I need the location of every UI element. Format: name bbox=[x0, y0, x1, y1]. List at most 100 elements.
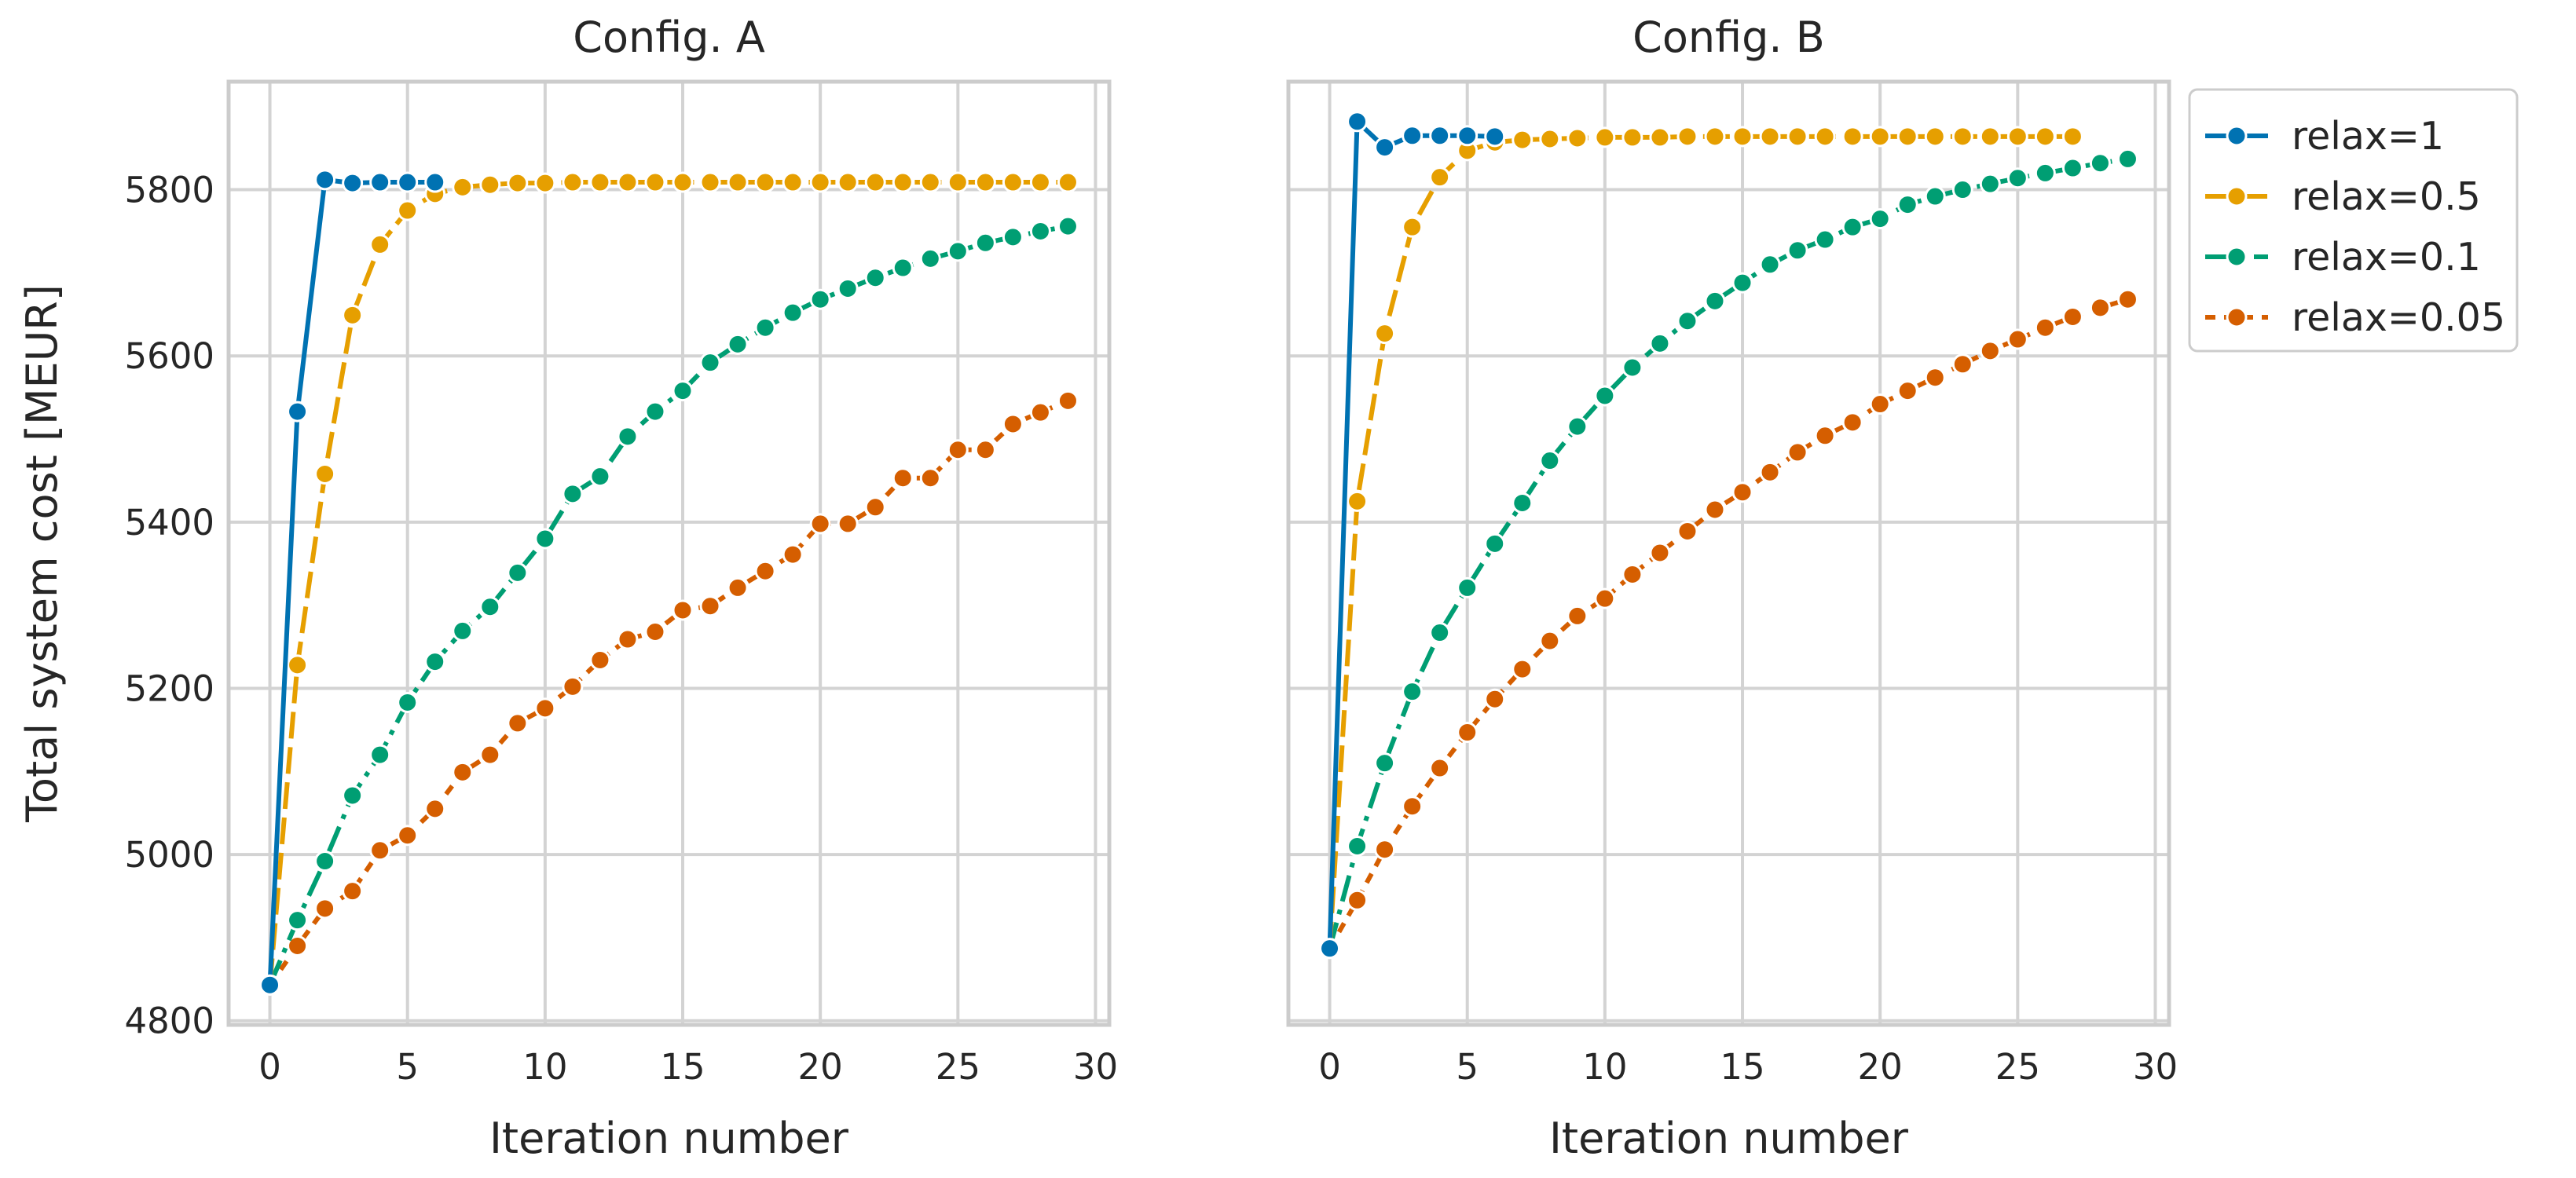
x-tick-label: 0 bbox=[258, 1046, 281, 1088]
data-point bbox=[314, 169, 336, 191]
series-relax-0_5 bbox=[259, 171, 1079, 996]
data-point bbox=[892, 257, 914, 279]
data-point bbox=[1621, 357, 1643, 379]
data-point bbox=[864, 496, 886, 518]
series-relax-1 bbox=[259, 169, 446, 996]
x-tick-label: 10 bbox=[1582, 1046, 1627, 1088]
data-point bbox=[287, 401, 309, 423]
data-point bbox=[809, 513, 831, 535]
data-point bbox=[1924, 367, 1946, 389]
data-point bbox=[589, 171, 611, 193]
data-point bbox=[1731, 272, 1753, 294]
data-point bbox=[369, 744, 391, 766]
data-point bbox=[1759, 254, 1781, 276]
y-tick-label: 5800 bbox=[124, 170, 214, 211]
x-tick-label: 25 bbox=[936, 1046, 980, 1088]
data-point bbox=[974, 439, 996, 461]
data-point bbox=[1979, 340, 2001, 362]
chart-title: Config. A bbox=[573, 13, 765, 62]
data-point bbox=[342, 880, 364, 902]
data-point bbox=[397, 691, 419, 713]
data-point bbox=[617, 171, 639, 193]
data-point bbox=[1429, 757, 1451, 779]
data-point bbox=[1002, 226, 1024, 248]
data-point bbox=[589, 649, 611, 671]
data-point bbox=[1704, 290, 1726, 312]
data-point bbox=[1402, 681, 1424, 703]
data-point bbox=[782, 543, 804, 565]
data-point bbox=[314, 898, 336, 920]
data-point bbox=[1649, 542, 1671, 564]
data-point bbox=[424, 171, 446, 193]
legend-item: relax=1 bbox=[2205, 114, 2444, 159]
legend-label: relax=0.05 bbox=[2292, 295, 2505, 340]
data-point bbox=[1621, 563, 1643, 585]
data-point bbox=[2089, 152, 2111, 174]
data-point bbox=[1924, 126, 1946, 148]
data-point bbox=[2034, 126, 2056, 148]
data-point bbox=[2061, 126, 2083, 148]
data-point bbox=[1347, 889, 1369, 911]
data-point bbox=[672, 171, 694, 193]
data-point bbox=[1841, 126, 1863, 148]
data-point bbox=[1539, 128, 1561, 150]
data-point bbox=[479, 174, 501, 196]
data-point bbox=[1841, 412, 1863, 434]
data-point bbox=[1951, 126, 1973, 148]
data-point bbox=[1594, 126, 1616, 148]
data-point bbox=[1539, 450, 1561, 472]
y-tick-label: 5600 bbox=[124, 335, 214, 377]
data-point bbox=[754, 316, 776, 338]
data-point bbox=[342, 304, 364, 326]
data-point bbox=[562, 483, 584, 505]
data-point bbox=[2089, 297, 2111, 319]
data-point bbox=[1979, 126, 2001, 148]
legend-item: relax=0.1 bbox=[2205, 235, 2481, 280]
data-point bbox=[1566, 127, 1588, 149]
data-point bbox=[727, 576, 749, 598]
x-tick-label: 0 bbox=[1318, 1046, 1341, 1088]
data-point bbox=[1429, 166, 1451, 188]
data-point bbox=[1896, 126, 1918, 148]
data-point bbox=[1029, 401, 1051, 423]
data-point bbox=[1512, 492, 1534, 514]
data-point bbox=[782, 171, 804, 193]
data-point bbox=[2061, 157, 2083, 179]
x-tick-label: 30 bbox=[2133, 1046, 2178, 1088]
series-line bbox=[1327, 156, 2128, 949]
data-point bbox=[1002, 171, 1024, 193]
data-point bbox=[1457, 125, 1479, 147]
data-point bbox=[452, 761, 474, 783]
series-line bbox=[1327, 297, 2129, 950]
data-point bbox=[397, 171, 419, 193]
data-point bbox=[2006, 328, 2028, 350]
data-point bbox=[892, 171, 914, 193]
data-point bbox=[507, 172, 529, 194]
legend-marker bbox=[2226, 246, 2248, 268]
data-point bbox=[1951, 353, 1973, 375]
data-point bbox=[507, 562, 529, 584]
y-tick-label: 4800 bbox=[124, 1001, 214, 1042]
data-point bbox=[1869, 393, 1891, 415]
data-point bbox=[397, 199, 419, 221]
data-point bbox=[919, 171, 941, 193]
data-point bbox=[562, 675, 584, 697]
data-point bbox=[1814, 126, 1836, 148]
data-point bbox=[1731, 126, 1753, 148]
data-point bbox=[974, 171, 996, 193]
series-relax-0_05 bbox=[259, 390, 1079, 996]
series-relax-0_05 bbox=[1319, 288, 2138, 960]
x-tick-label: 5 bbox=[1456, 1046, 1479, 1088]
data-point bbox=[259, 974, 281, 996]
data-point bbox=[1539, 630, 1561, 652]
x-axis-label: Iteration number bbox=[1549, 1114, 1909, 1163]
data-point bbox=[1869, 126, 1891, 148]
data-point bbox=[1512, 658, 1534, 680]
data-point bbox=[1704, 499, 1726, 521]
data-point bbox=[1429, 622, 1451, 644]
data-point bbox=[2061, 305, 2083, 327]
data-point bbox=[1759, 126, 1781, 148]
chart-title: Config. B bbox=[1632, 13, 1825, 62]
legend-item: relax=0.5 bbox=[2205, 174, 2481, 219]
